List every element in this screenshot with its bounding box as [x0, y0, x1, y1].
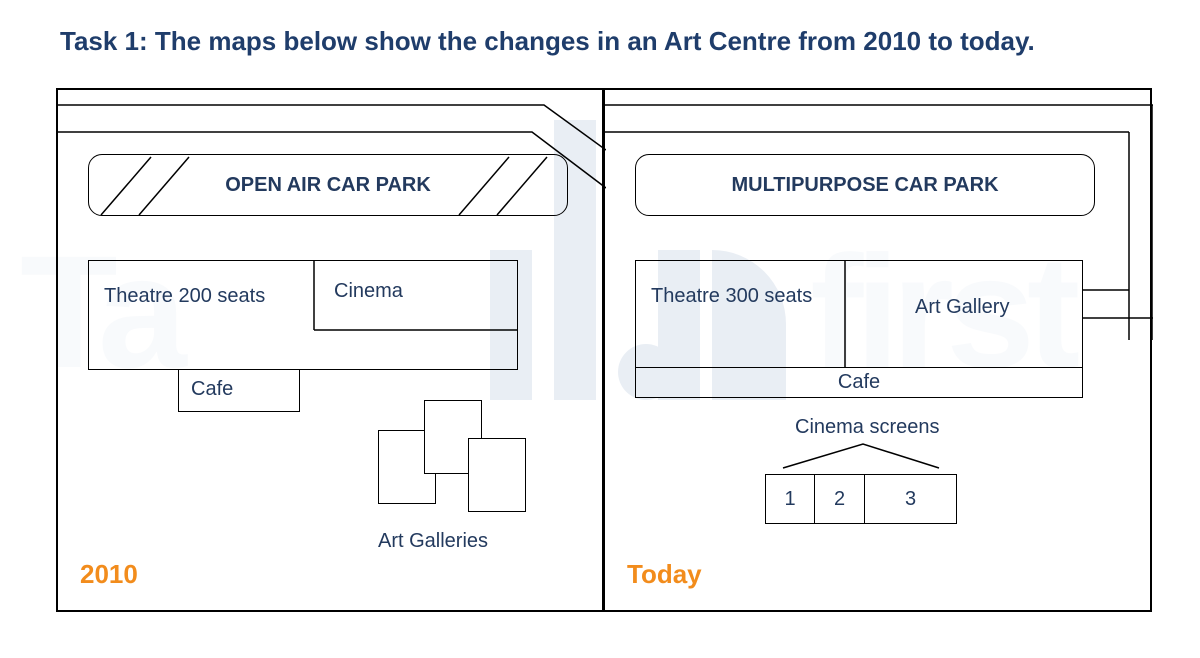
screen-1-label: 1	[784, 488, 795, 510]
cafe-2010: Cafe	[178, 370, 300, 412]
cafe-2010-label: Cafe	[191, 378, 233, 400]
screen-3: 3	[865, 474, 957, 524]
screen-2: 2	[815, 474, 865, 524]
galleries-2010-label: Art Galleries	[378, 530, 488, 553]
year-today: Today	[627, 559, 702, 590]
task-title: Task 1: The maps below show the changes …	[60, 26, 1035, 57]
screen-1: 1	[765, 474, 815, 524]
cinema-screens-connector	[605, 90, 1153, 614]
map-2010: OPEN AIR CAR PARK Theatre 200 seats Cine…	[56, 88, 604, 612]
map-today: MULTIPURPOSE CAR PARK Theatre 300 seats …	[604, 88, 1152, 612]
gallery-box-3	[468, 438, 526, 512]
cinema-2010-label: Cinema	[334, 280, 403, 303]
screen-2-label: 2	[834, 488, 845, 510]
diagram-canvas: Ta first Task 1: The maps below show the…	[0, 0, 1200, 658]
year-2010: 2010	[80, 559, 138, 590]
theatre-cinema-divider	[58, 90, 606, 614]
screen-3-label: 3	[905, 488, 916, 510]
